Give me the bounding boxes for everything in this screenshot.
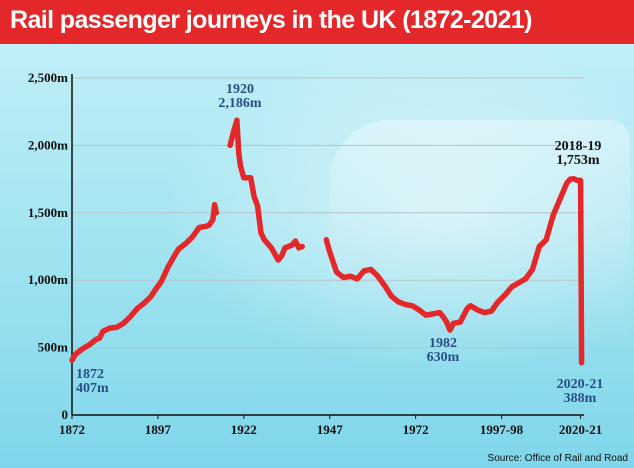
- series-segment-2: [323, 175, 585, 366]
- annotation-value: 407m: [76, 381, 109, 396]
- y-tick-label: 1,500m: [28, 205, 68, 220]
- annotation-year: 2018-19: [555, 139, 602, 154]
- annotation-year: 1920: [226, 82, 254, 97]
- annotation-value: 388m: [564, 391, 597, 406]
- gridlines: [72, 77, 584, 349]
- x-tick-label: 1997-98: [480, 422, 524, 437]
- x-tick-label: 1922: [231, 422, 257, 437]
- x-tick-label: 1972: [403, 422, 429, 437]
- y-axis-ticks: 0 500m 1,000m 1,500m 2,000m 2,500m: [28, 70, 68, 422]
- annotation-value: 2,186m: [218, 96, 262, 111]
- y-tick-label: 2,000m: [28, 137, 68, 152]
- x-tick-label: 1872: [59, 422, 85, 437]
- x-axis-ticks: 1872 1897 1922 1947 1972 1997-98 2020-21: [59, 415, 602, 437]
- annotation-year: 1872: [76, 367, 104, 382]
- x-tick-label: 1947: [317, 422, 344, 437]
- title-bar: Rail passenger journeys in the UK (1872-…: [0, 0, 634, 44]
- y-tick-label: 2,500m: [28, 70, 68, 85]
- series-line: [69, 117, 585, 366]
- source-note: Source: Office of Rail and Road: [487, 453, 628, 464]
- x-tick-label: 2020-21: [559, 422, 602, 437]
- series-segment-0: [69, 201, 220, 363]
- annotation-value: 630m: [427, 350, 460, 365]
- annotation-year: 2020-21: [557, 377, 604, 392]
- x-tick-label: 1897: [145, 422, 172, 437]
- y-tick-label: 0: [62, 407, 69, 422]
- y-tick-label: 1,000m: [28, 272, 68, 287]
- annotation-year: 1982: [429, 336, 457, 351]
- y-tick-label: 500m: [38, 340, 69, 355]
- chart-title: Rail passenger journeys in the UK (1872-…: [10, 6, 532, 34]
- annotation-value: 1,753m: [556, 153, 600, 168]
- series-segment-1: [227, 117, 305, 263]
